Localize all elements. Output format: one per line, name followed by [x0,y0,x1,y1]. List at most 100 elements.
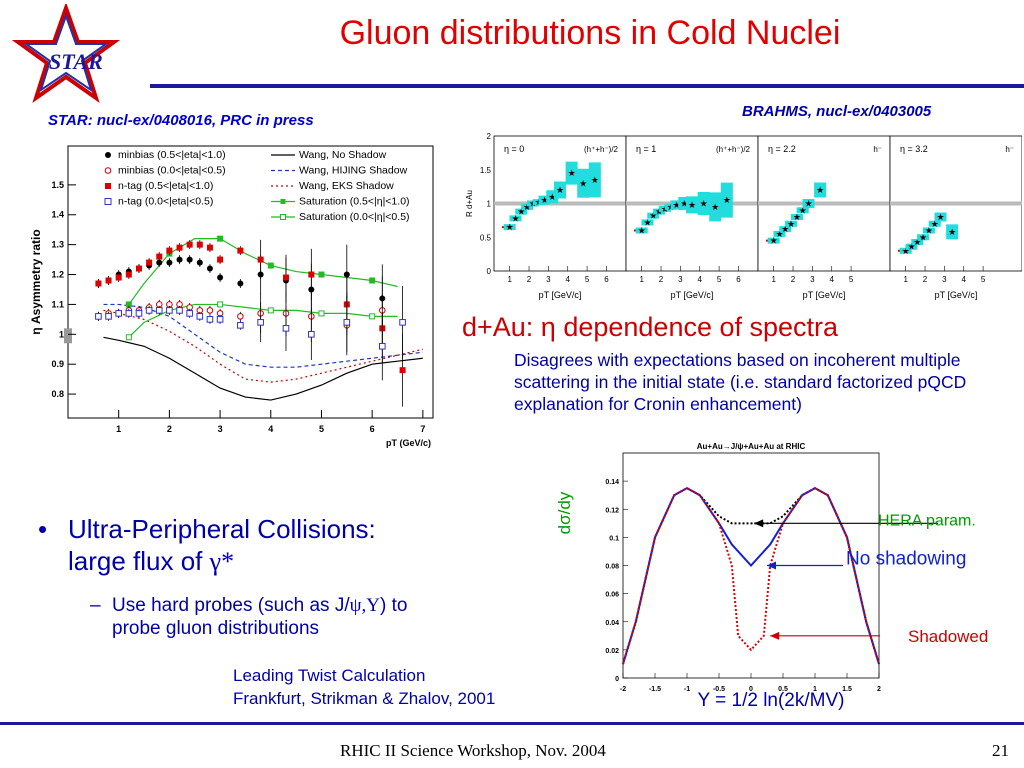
unity-band [494,201,626,206]
x-tick-label: -0.5 [713,686,725,693]
data-point [186,310,193,317]
model-curve [103,336,423,401]
x-tick-label: 4 [962,275,967,284]
x-tick-label: 0.5 [778,686,788,693]
x-tick-label: 3 [810,275,815,284]
y-tick-label: 0.8 [51,389,64,399]
data-point [237,280,244,287]
subbullet-dash: – [90,595,101,616]
y-tick-label: 0.08 [605,564,619,571]
syst-box [779,226,792,233]
x-tick-label: 1 [116,424,121,434]
data-point [217,256,224,263]
syst-box [521,203,534,210]
x-tick-label: 5 [981,275,986,284]
data-point [125,310,133,317]
data-point: ★ [643,217,651,227]
data-point [105,313,112,320]
x-tick-label: 1 [507,275,512,284]
data-point: ★ [649,211,657,221]
saturation-marker [318,271,325,278]
model-curve [128,303,398,338]
x-tick-label: 6 [370,424,375,434]
syst-box [588,162,601,198]
data-point [166,259,173,266]
legend-label: Saturation (0.0<|η|<0.5) [299,211,410,223]
x-tick-label: 1.5 [842,686,852,693]
syst-box [790,214,803,220]
syst-box [697,192,710,215]
x-tick-label: 1 [903,275,908,284]
panel-eta-label: η = 0 [504,144,524,154]
data-point [115,274,122,281]
data-point [135,310,143,317]
legend-marker [280,214,286,220]
x-tick-label: 5 [717,275,722,284]
star-asymmetry-chart: 1 2 3 4 5 6 7 0.8 0.9 1 1.1 1.2 1.3 1.4 1.5 η Asymmetry… [28,138,438,450]
x-tick-label: 3 [678,275,683,284]
y-tick-label: 2 [487,132,492,141]
syst-box [773,230,786,237]
data-point: ★ [799,205,807,215]
y-tick-label: 0.14 [605,479,619,486]
saturation-marker [369,313,376,320]
logo-text: STAR [49,49,103,74]
data-point [206,244,213,251]
jpsi-upc-chart: Au+Au→J/ψ+Au+Au at RHIC -2 -1.5 -1 -0.5 0 0.5 1… [548,435,1024,711]
y-tick-label: 1.5 [480,166,492,175]
brahms-rdau-chart: R d+Au 0 0.5 1 1.5 2 η = 0 (h⁺+h⁻)/2 1 2 3 4 5 6 pT [G… [462,128,1023,308]
data-point: ★ [556,185,564,195]
panel-species-label: (h⁺+h⁻)/2 [716,145,751,154]
y-tick-label: 1.2 [51,270,64,280]
syst-box [720,182,733,218]
spectra-subtitle: d+Au: η dependence of spectra [462,312,839,342]
y-axis-label: η Asymmetry ratio [29,229,43,334]
data-point: ★ [506,222,514,232]
syst-box [635,227,648,234]
plot-frame [67,145,434,419]
data-point [186,241,193,248]
saturation-marker [217,235,224,242]
data-point [156,259,163,266]
data-point: ★ [548,192,556,202]
title-rule [150,84,1024,88]
y-tick-label: 0 [615,676,619,683]
panel-species-label: h⁻ [873,145,882,154]
unity-band [758,201,890,206]
sub-line-1: Use hard probes (such as J/ψ,Υ) to [112,595,408,616]
data-point [217,274,224,281]
syst-box [905,243,918,250]
saturation-marker [267,307,274,314]
calc-line-1: Leading Twist Calculation [233,666,426,685]
x-axis-label: Y = 1/2 ln(2k/MV) [698,690,845,710]
x-tick-label: 1 [771,275,776,284]
saturation-marker [125,334,132,341]
syst-box [802,199,815,208]
data-point [95,313,102,320]
data-point: ★ [711,202,719,212]
saturation-marker [217,301,224,308]
chart-title: Au+Au→J/ψ+Au+Au at RHIC [697,442,806,451]
x-tick-label: 2 [659,275,664,284]
syst-box [509,215,522,222]
x-axis-label: pT (GeV/c) [386,438,431,448]
data-point: ★ [770,236,778,246]
hera-label: HERA param. [878,512,976,529]
data-point [308,271,315,278]
syst-box [934,212,947,222]
data-point: ★ [540,195,548,205]
data-point [135,265,142,272]
data-point [399,319,406,326]
x-axis-label: pT [GeV/c] [803,290,846,300]
data-point: ★ [948,227,956,237]
data-point [166,247,173,254]
x-tick-label: 7 [420,424,425,434]
page-number: 21 [992,741,1009,760]
bullet-line-2: large flux of γ* [68,546,235,576]
legend-marker [105,152,111,158]
x-axis-label: pT [GeV/c] [539,290,582,300]
data-point: ★ [672,200,680,210]
model-curve [103,309,423,383]
x-tick-label: 2 [527,275,532,284]
data-point: ★ [579,178,587,188]
